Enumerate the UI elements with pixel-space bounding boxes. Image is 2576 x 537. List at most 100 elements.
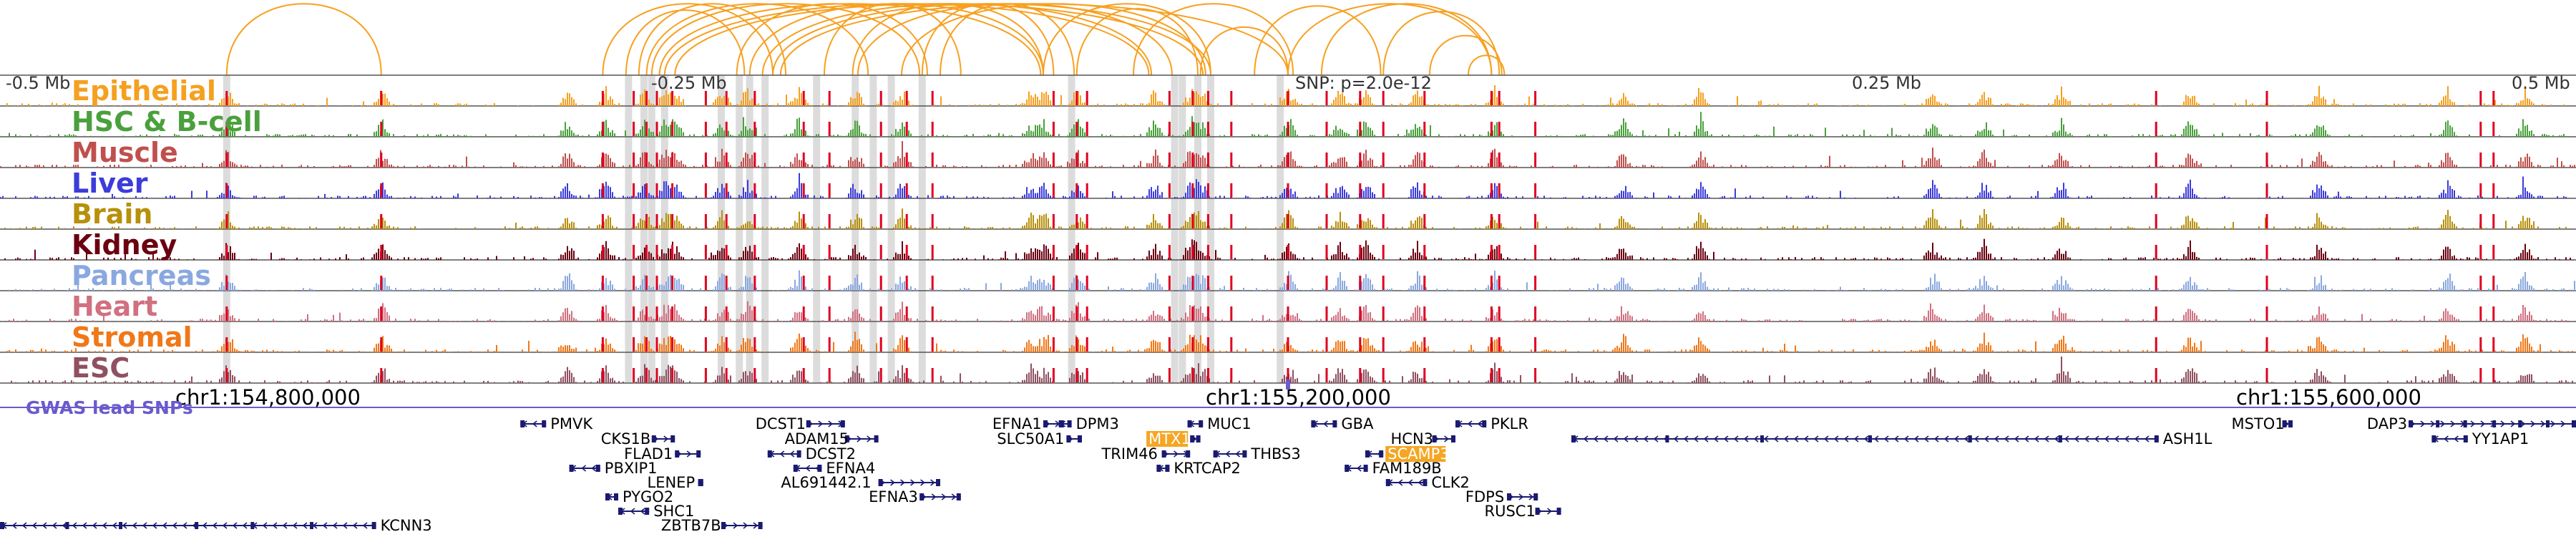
- strand-arrow: [1477, 420, 1483, 427]
- loop-arc: [1320, 3, 1493, 76]
- strand-arrow: [1407, 479, 1413, 486]
- gwas-snp-markers: [1286, 379, 1290, 390]
- strand-arrow: [11, 522, 17, 529]
- strand-arrow: [789, 450, 795, 458]
- exon: [840, 420, 845, 427]
- strand-arrow: [2024, 435, 2029, 442]
- loop-arc: [824, 3, 962, 76]
- strand-arrow: [1994, 435, 1999, 442]
- exon: [2288, 420, 2293, 427]
- strand-arrow: [2430, 420, 2436, 427]
- strand-arrow: [202, 522, 208, 529]
- exon: [2436, 420, 2440, 427]
- exon: [919, 493, 924, 500]
- strand-arrow: [62, 522, 67, 529]
- exon: [1058, 420, 1063, 427]
- exon: [614, 493, 618, 500]
- strand-arrow: [818, 420, 824, 427]
- exon: [2154, 435, 2159, 442]
- strand-arrow: [910, 479, 915, 486]
- loop-arc: [638, 3, 786, 76]
- track-label-esc: ESC: [72, 352, 130, 384]
- exon: [874, 435, 879, 442]
- loop-arc: [1254, 5, 1382, 76]
- strand-arrow: [1418, 479, 1423, 486]
- strand-arrow: [1643, 435, 1649, 442]
- strand-arrow: [1753, 435, 1759, 442]
- strand-arrow: [222, 522, 228, 529]
- strand-arrow: [332, 522, 338, 529]
- strand-arrow: [82, 522, 87, 529]
- exon: [2572, 420, 2576, 427]
- strand-arrow: [1783, 435, 1789, 442]
- loop-arc: [1468, 54, 1506, 76]
- gene-label-DPM3: DPM3: [1076, 415, 1119, 432]
- gene-highlight-box: [1385, 446, 1446, 462]
- exon: [696, 450, 701, 458]
- strand-arrow: [1713, 435, 1719, 442]
- strand-arrow: [1893, 435, 1899, 442]
- exon: [1363, 465, 1368, 472]
- exon: [2282, 420, 2287, 427]
- strand-arrow: [1923, 435, 1929, 442]
- strand-arrow: [1773, 435, 1779, 442]
- strand-arrow: [753, 522, 758, 529]
- exon: [956, 493, 961, 500]
- exon: [371, 522, 376, 529]
- strand-arrow: [828, 420, 834, 427]
- strand-arrow: [1853, 435, 1859, 442]
- strand-arrow: [352, 522, 358, 529]
- exon: [1556, 508, 1561, 515]
- exon: [605, 493, 610, 500]
- exon: [1345, 465, 1350, 472]
- strand-arrow: [2124, 435, 2129, 442]
- gene-label-EFNA1: EFNA1: [992, 415, 1042, 432]
- strand-arrow: [1863, 435, 1869, 442]
- loop-arc: [1382, 11, 1501, 76]
- strand-arrow: [42, 522, 47, 529]
- gene-label-KCNN3: KCNN3: [381, 517, 432, 534]
- exon: [645, 508, 650, 515]
- exon: [0, 522, 4, 529]
- loop-arc: [225, 3, 382, 76]
- strand-arrow: [21, 522, 27, 529]
- strand-arrow: [2014, 435, 2019, 442]
- strand-arrow: [663, 435, 669, 442]
- exon: [1455, 420, 1460, 427]
- strand-arrow: [2084, 435, 2089, 442]
- exon: [2058, 435, 2062, 442]
- strand-arrow: [2044, 435, 2049, 442]
- loop-arc: [658, 3, 1042, 76]
- strand-arrow: [182, 522, 187, 529]
- strand-arrow: [2114, 435, 2119, 442]
- strand-arrow: [857, 435, 862, 442]
- exon: [670, 435, 675, 442]
- track-label-heart: Heart: [72, 291, 157, 322]
- coordinate-label-155.2mb: chr1:155,200,000: [1206, 385, 1391, 410]
- exon: [1571, 435, 1576, 442]
- strand-arrow: [1603, 435, 1609, 442]
- exon: [817, 465, 822, 472]
- distance-label-0.5mb: 0.5 Mb: [2512, 73, 2570, 93]
- exon: [2463, 435, 2468, 442]
- loop-arc: [779, 3, 1289, 76]
- coordinate-label-155.6mb: chr1:155,600,000: [2236, 385, 2421, 410]
- strand-arrow: [52, 522, 57, 529]
- distance-label-0.25mb: 0.25 Mb: [1852, 73, 1921, 93]
- strand-arrow: [162, 522, 167, 529]
- strand-arrow: [1323, 420, 1328, 427]
- gene-label-LENEP: LENEP: [648, 474, 696, 491]
- exon: [1451, 435, 1455, 442]
- strand-arrow: [2104, 435, 2109, 442]
- exon: [1165, 465, 1170, 472]
- strand-arrow: [1467, 420, 1473, 427]
- strand-arrow: [1174, 450, 1179, 458]
- gene-label-DCST2: DCST2: [806, 445, 856, 463]
- strand-arrow: [1683, 435, 1689, 442]
- strand-arrow: [1583, 435, 1589, 442]
- exon: [796, 450, 801, 458]
- gene-label-CLK2: CLK2: [1431, 474, 1469, 491]
- strand-arrow: [362, 522, 368, 529]
- strand-arrow: [941, 493, 947, 500]
